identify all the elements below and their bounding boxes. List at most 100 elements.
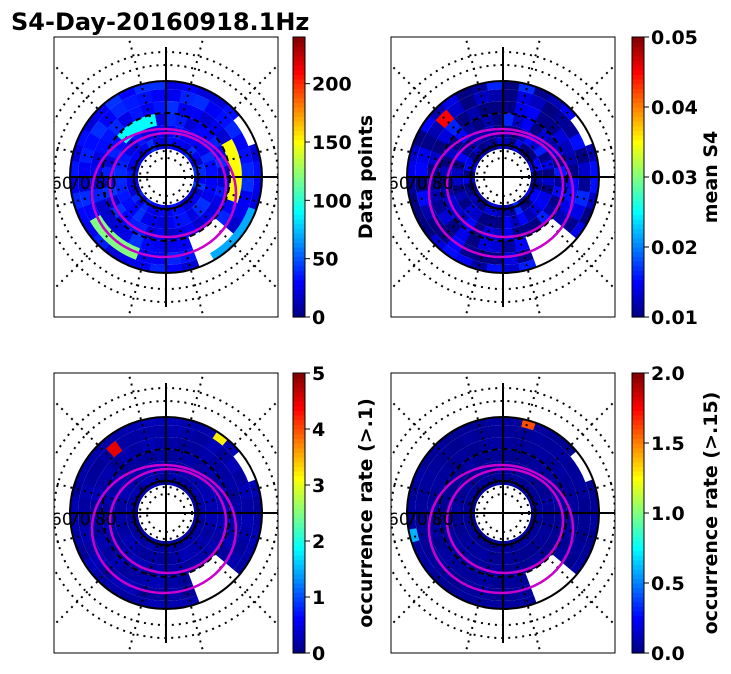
colorbar-segment bbox=[293, 130, 305, 136]
data-cell bbox=[537, 486, 552, 500]
colorbar-segment bbox=[293, 592, 305, 598]
data-cell bbox=[524, 190, 538, 203]
data-cell bbox=[174, 113, 188, 129]
data-cell bbox=[524, 105, 541, 122]
data-cell bbox=[468, 527, 482, 539]
data-cell bbox=[431, 475, 448, 492]
colorbar-segment bbox=[632, 592, 644, 598]
colorbar-segment bbox=[293, 555, 305, 561]
meridian-dotted bbox=[464, 373, 496, 481]
data-cell bbox=[451, 177, 464, 187]
meridian-dotted bbox=[464, 545, 496, 653]
data-cell bbox=[435, 445, 455, 465]
colorbar-segment bbox=[293, 452, 305, 458]
data-cell bbox=[517, 534, 529, 548]
data-cell bbox=[524, 441, 541, 458]
data-cell bbox=[577, 176, 592, 193]
colorbar-segment bbox=[293, 219, 305, 225]
data-cell bbox=[493, 216, 504, 229]
data-cell bbox=[524, 487, 538, 499]
meridian-dotted bbox=[54, 481, 134, 506]
colorbar-segment bbox=[632, 60, 644, 66]
data-cell bbox=[574, 146, 590, 164]
data-cell bbox=[78, 177, 92, 194]
data-cell bbox=[140, 142, 152, 156]
data-cell bbox=[502, 113, 515, 126]
colorbar-segment bbox=[632, 601, 644, 607]
data-cell bbox=[435, 225, 455, 245]
data-cell bbox=[570, 220, 587, 239]
colorbar-segment bbox=[293, 307, 305, 313]
colorbar-segment bbox=[632, 139, 644, 145]
data-cell bbox=[440, 93, 459, 111]
data-cell bbox=[457, 479, 473, 494]
colorbar-segment bbox=[632, 452, 644, 458]
data-cell bbox=[190, 186, 204, 197]
colorbar-tick-label: 100 bbox=[312, 190, 352, 212]
data-cell bbox=[128, 493, 142, 504]
data-cell bbox=[165, 449, 178, 462]
colorbar-segment bbox=[293, 424, 305, 430]
data-cell bbox=[534, 110, 552, 128]
lat-label: 80 bbox=[432, 510, 454, 530]
colorbar-segment bbox=[632, 578, 644, 584]
meridian-dotted bbox=[189, 399, 278, 490]
meridian-dotted bbox=[127, 545, 159, 653]
colorbar-segment bbox=[632, 69, 644, 75]
colorbar-segment bbox=[632, 522, 644, 528]
colorbar-tick-label: 3 bbox=[312, 475, 325, 497]
data-cell bbox=[439, 513, 452, 525]
colorbar-segment bbox=[293, 550, 305, 556]
colorbar-tick-label: 2.0 bbox=[651, 363, 685, 385]
colorbar-segment bbox=[293, 611, 305, 617]
data-cell bbox=[214, 445, 234, 465]
meridian-dotted bbox=[510, 545, 542, 653]
colorbar-segment bbox=[632, 555, 644, 561]
data-cell bbox=[75, 543, 91, 562]
colorbar-tick-label: 0.02 bbox=[651, 237, 698, 259]
meridian-dotted bbox=[535, 184, 615, 209]
data-cell bbox=[426, 120, 445, 140]
data-cell bbox=[528, 430, 547, 448]
colorbar-segment bbox=[632, 447, 644, 453]
meridian-dotted bbox=[391, 536, 480, 627]
data-cell bbox=[203, 519, 218, 531]
data-cell bbox=[82, 115, 99, 134]
data-cell bbox=[154, 228, 167, 241]
colorbar-segment bbox=[632, 149, 644, 155]
data-cell bbox=[149, 263, 167, 273]
data-cell bbox=[154, 449, 166, 462]
colorbar-segment bbox=[293, 195, 305, 201]
data-cell bbox=[485, 550, 497, 565]
data-cell bbox=[407, 177, 417, 195]
colorbar-segment bbox=[632, 125, 644, 131]
data-cell bbox=[512, 201, 524, 215]
data-cell bbox=[551, 109, 571, 129]
data-cell bbox=[502, 88, 519, 103]
colorbar-segment bbox=[293, 46, 305, 52]
colorbar-segment bbox=[632, 88, 644, 94]
data-cell bbox=[415, 177, 429, 194]
data-cell bbox=[82, 221, 100, 240]
meridian-dotted bbox=[173, 37, 205, 145]
data-cell bbox=[149, 599, 167, 609]
colorbar-tick-label: 1 bbox=[312, 587, 325, 609]
data-cell bbox=[242, 542, 257, 561]
data-cell bbox=[205, 167, 218, 177]
data-cell bbox=[154, 113, 166, 126]
data-cell bbox=[483, 201, 494, 215]
data-cell bbox=[94, 139, 111, 156]
data-cell bbox=[542, 503, 555, 513]
colorbar-tick-label: 1.0 bbox=[651, 503, 685, 525]
data-cell bbox=[145, 139, 157, 153]
colorbar-segment bbox=[632, 37, 644, 43]
colorbar-segment bbox=[293, 503, 305, 509]
colorbar-frame bbox=[292, 36, 306, 318]
colorbar-segment bbox=[293, 541, 305, 547]
data-cell bbox=[131, 527, 145, 539]
colorbar-segment bbox=[632, 303, 644, 309]
data-cell bbox=[180, 198, 192, 212]
colorbar-segment bbox=[293, 79, 305, 85]
data-cell bbox=[493, 552, 504, 566]
